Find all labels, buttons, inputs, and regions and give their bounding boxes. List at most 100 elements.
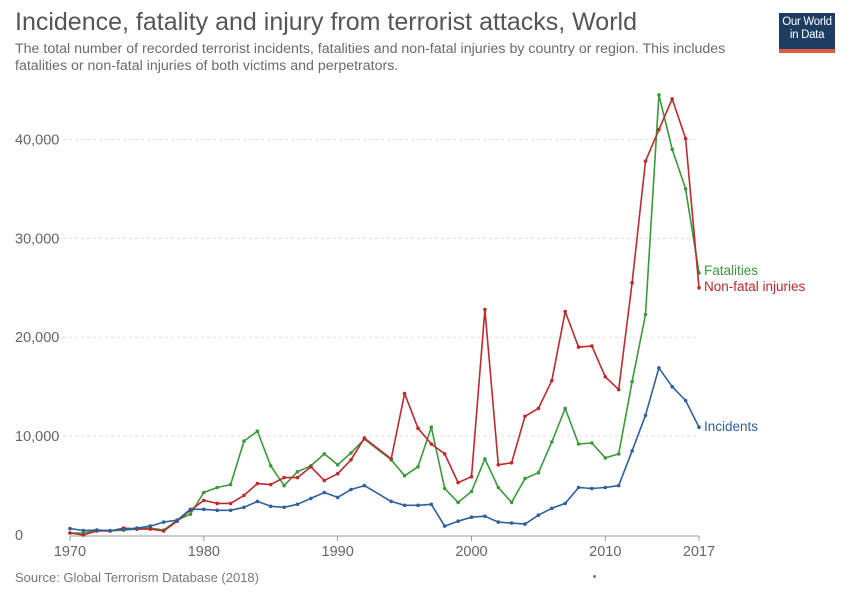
data-point-non-fatal-injuries[interactable]	[268, 482, 273, 487]
data-point-non-fatal-injuries[interactable]	[81, 533, 86, 537]
data-point-incidents[interactable]	[670, 384, 674, 389]
data-point-non-fatal-injuries[interactable]	[402, 391, 407, 396]
data-point-incidents[interactable]	[309, 496, 313, 501]
data-point-fatalities[interactable]	[576, 442, 581, 446]
data-point-fatalities[interactable]	[228, 482, 233, 487]
series-line-fatalities[interactable]	[70, 94, 700, 534]
data-point-non-fatal-injuries[interactable]	[536, 406, 541, 411]
data-point-fatalities[interactable]	[630, 379, 634, 384]
data-point-non-fatal-injuries[interactable]	[590, 344, 594, 348]
data-point-incidents[interactable]	[550, 506, 554, 511]
data-point-incidents[interactable]	[697, 425, 701, 430]
data-point-non-fatal-injuries[interactable]	[389, 457, 394, 461]
data-point-incidents[interactable]	[603, 485, 608, 490]
data-point-incidents[interactable]	[282, 505, 286, 510]
series-line-non-fatal-injuries[interactable]	[69, 98, 700, 536]
data-point-fatalities[interactable]	[563, 406, 567, 411]
data-point-non-fatal-injuries[interactable]	[483, 307, 487, 312]
series-line-incidents[interactable]	[69, 367, 700, 532]
data-point-fatalities[interactable]	[429, 425, 434, 430]
data-point-non-fatal-injuries[interactable]	[670, 97, 674, 101]
data-point-incidents[interactable]	[402, 503, 407, 508]
data-point-incidents[interactable]	[657, 366, 661, 370]
data-point-fatalities[interactable]	[349, 451, 353, 455]
data-point-fatalities[interactable]	[255, 429, 260, 434]
data-point-non-fatal-injuries[interactable]	[429, 442, 434, 446]
data-point-incidents[interactable]	[188, 507, 193, 512]
data-point-non-fatal-injuries[interactable]	[295, 475, 300, 480]
data-point-incidents[interactable]	[509, 521, 514, 525]
data-point-incidents[interactable]	[202, 507, 206, 512]
data-point-fatalities[interactable]	[496, 485, 501, 490]
data-point-incidents[interactable]	[536, 513, 541, 517]
data-point-incidents[interactable]	[683, 398, 688, 403]
data-point-non-fatal-injuries[interactable]	[616, 387, 621, 392]
series-label-incidents[interactable]: Incidents	[704, 419, 758, 434]
data-point-fatalities[interactable]	[268, 464, 273, 468]
data-point-incidents[interactable]	[108, 528, 112, 533]
data-point-non-fatal-injuries[interactable]	[416, 426, 420, 431]
data-point-incidents[interactable]	[135, 526, 139, 530]
data-point-non-fatal-injuries[interactable]	[630, 281, 634, 285]
data-point-incidents[interactable]	[121, 527, 126, 532]
data-point-incidents[interactable]	[268, 504, 273, 509]
data-point-fatalities[interactable]	[402, 473, 407, 478]
data-point-fatalities[interactable]	[550, 440, 554, 444]
data-point-non-fatal-injuries[interactable]	[550, 378, 554, 383]
data-point-non-fatal-injuries[interactable]	[362, 436, 367, 440]
data-point-incidents[interactable]	[469, 515, 474, 519]
data-point-fatalities[interactable]	[442, 486, 447, 491]
data-point-incidents[interactable]	[349, 487, 353, 492]
data-point-fatalities[interactable]	[456, 500, 460, 505]
data-point-non-fatal-injuries[interactable]	[442, 452, 447, 456]
data-point-non-fatal-injuries[interactable]	[255, 481, 260, 486]
data-point-non-fatal-injuries[interactable]	[309, 465, 313, 469]
series-label-non-fatal-injuries[interactable]: Non-fatal injuries	[704, 279, 806, 294]
data-point-fatalities[interactable]	[657, 93, 661, 97]
timeline-dot[interactable]	[593, 575, 596, 578]
data-point-non-fatal-injuries[interactable]	[603, 375, 608, 379]
data-point-incidents[interactable]	[255, 499, 260, 504]
data-point-incidents[interactable]	[576, 485, 581, 490]
data-point-non-fatal-injuries[interactable]	[469, 474, 474, 479]
data-point-fatalities[interactable]	[523, 476, 527, 481]
data-point-incidents[interactable]	[242, 505, 246, 510]
data-point-incidents[interactable]	[68, 526, 72, 531]
data-point-fatalities[interactable]	[616, 452, 621, 456]
data-point-incidents[interactable]	[389, 499, 394, 504]
data-point-incidents[interactable]	[215, 508, 219, 513]
data-point-fatalities[interactable]	[215, 485, 219, 490]
data-point-non-fatal-injuries[interactable]	[643, 159, 648, 163]
data-point-fatalities[interactable]	[295, 469, 300, 474]
data-point-incidents[interactable]	[95, 528, 99, 532]
data-point-non-fatal-injuries[interactable]	[322, 478, 327, 483]
data-point-incidents[interactable]	[175, 518, 179, 522]
data-point-non-fatal-injuries[interactable]	[335, 471, 340, 476]
data-point-non-fatal-injuries[interactable]	[215, 501, 219, 506]
data-point-incidents[interactable]	[523, 522, 527, 526]
data-point-non-fatal-injuries[interactable]	[349, 458, 353, 462]
data-point-non-fatal-injuries[interactable]	[161, 529, 166, 533]
data-point-non-fatal-injuries[interactable]	[576, 345, 581, 349]
data-point-fatalities[interactable]	[670, 147, 674, 152]
data-point-incidents[interactable]	[590, 486, 594, 491]
data-point-incidents[interactable]	[442, 524, 447, 528]
series-label-fatalities[interactable]: Fatalities	[704, 263, 758, 278]
data-point-non-fatal-injuries[interactable]	[282, 475, 286, 480]
data-point-fatalities[interactable]	[483, 457, 487, 461]
data-point-fatalities[interactable]	[202, 490, 206, 495]
data-point-incidents[interactable]	[429, 502, 434, 507]
data-point-incidents[interactable]	[563, 501, 567, 506]
data-point-non-fatal-injuries[interactable]	[148, 527, 153, 531]
data-point-fatalities[interactable]	[509, 500, 514, 505]
data-point-incidents[interactable]	[483, 514, 487, 518]
data-point-incidents[interactable]	[456, 519, 460, 523]
data-point-non-fatal-injuries[interactable]	[68, 531, 72, 535]
data-point-incidents[interactable]	[496, 520, 501, 524]
data-point-fatalities[interactable]	[536, 470, 541, 475]
data-point-fatalities[interactable]	[282, 483, 286, 488]
data-point-non-fatal-injuries[interactable]	[657, 127, 661, 132]
owid-logo[interactable]: Our World in Data	[779, 13, 835, 53]
data-point-incidents[interactable]	[643, 413, 648, 418]
data-point-fatalities[interactable]	[335, 463, 340, 467]
